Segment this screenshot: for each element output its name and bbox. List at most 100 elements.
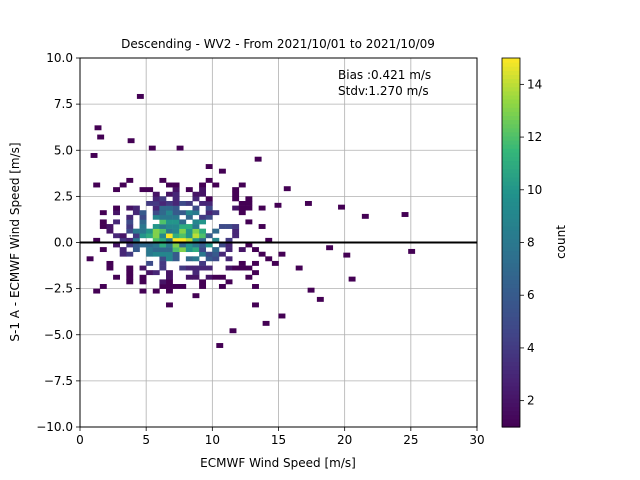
y-tick-label: −7.5	[44, 374, 73, 388]
heatmap-cell	[232, 191, 240, 197]
heatmap-cell	[139, 242, 147, 248]
heatmap-cell	[199, 187, 207, 193]
heatmap-cell	[278, 251, 286, 257]
heatmap-cell	[159, 265, 167, 271]
heatmap-cell	[172, 187, 180, 193]
heatmap-cell	[146, 228, 154, 234]
colorbar-gradient-segment	[502, 234, 520, 239]
colorbar-gradient-segment	[502, 123, 520, 129]
heatmap-cell	[254, 156, 262, 162]
colorbar-gradient-segment	[502, 238, 520, 244]
colorbar-tick-label: 12	[527, 130, 542, 144]
heatmap-cell	[252, 270, 259, 276]
heatmap-cell	[199, 200, 207, 206]
colorbar-gradient-segment	[502, 345, 520, 350]
heatmap-cell	[172, 284, 180, 289]
colorbar-gradient-segment	[502, 402, 520, 408]
heatmap-cell	[166, 224, 173, 229]
colorbar-gradient-segment	[502, 365, 520, 371]
colorbar-gradient-segment	[502, 324, 520, 330]
heatmap-cell	[199, 233, 207, 239]
colorbar-gradient-segment	[502, 107, 520, 112]
heatmap-cell	[205, 210, 213, 216]
heatmap-cell	[166, 270, 173, 276]
colorbar-tick-label: 10	[527, 183, 542, 197]
heatmap-cell	[179, 219, 187, 225]
heatmap-cell	[199, 237, 207, 243]
colorbar-gradient-segment	[502, 422, 520, 428]
heatmap-cell	[126, 177, 134, 183]
heatmap-cell	[119, 237, 127, 243]
heatmap-cell	[218, 168, 226, 174]
colorbar-gradient-segment	[502, 291, 520, 297]
colorbar-gradient-segment	[502, 70, 520, 75]
heatmap-cell	[212, 274, 220, 280]
heatmap-cell	[199, 284, 207, 289]
chart-title: Descending - WV2 - From 2021/10/01 to 20…	[121, 37, 435, 51]
heatmap-cell	[126, 279, 134, 285]
heatmap-cell	[126, 214, 134, 220]
heatmap-cell	[179, 233, 187, 239]
heatmap-cell	[166, 256, 173, 262]
heatmap-cell	[218, 224, 226, 229]
heatmap-cell	[232, 196, 240, 202]
colorbar-gradient-segment	[502, 320, 520, 326]
y-tick-label: 5.0	[54, 143, 73, 157]
colorbar-gradient-segment	[502, 250, 520, 256]
colorbar-tick-label: 4	[527, 341, 535, 355]
x-tick-label: 10	[205, 433, 220, 447]
heatmap-cell	[205, 265, 213, 271]
heatmap-cell	[139, 288, 147, 294]
heatmap-cell	[212, 182, 220, 188]
heatmap-cell	[326, 245, 334, 251]
colorbar-tick-label: 8	[527, 236, 535, 250]
colorbar-gradient-segment	[502, 267, 520, 272]
heatmap-cell	[199, 242, 207, 248]
heatmap-cell	[238, 247, 246, 253]
heatmap-cell	[225, 247, 233, 253]
heatmap-cell	[179, 224, 187, 229]
heatmap-cell	[119, 182, 127, 188]
heatmap-cell	[132, 237, 140, 243]
colorbar-gradient-segment	[502, 78, 520, 84]
heatmap-cell	[152, 191, 160, 197]
heatmap-cell	[99, 210, 107, 216]
heatmap-cell	[166, 200, 173, 206]
heatmap-cell	[152, 228, 160, 234]
heatmap-cell	[159, 214, 167, 220]
heatmap-cell	[205, 233, 213, 239]
heatmap-cell	[265, 237, 273, 243]
heatmap-cell	[139, 265, 147, 271]
heatmap-cell	[166, 191, 173, 197]
heatmap-cell	[99, 224, 107, 229]
heatmap-cell	[172, 251, 180, 257]
colorbar-gradient-segment	[502, 160, 520, 166]
y-tick-label: 2.5	[54, 189, 73, 203]
heatmap-cell	[185, 242, 193, 248]
heatmap-cell	[99, 284, 107, 289]
heatmap-cell	[205, 200, 213, 206]
colorbar-gradient-segment	[502, 144, 520, 149]
heatmap-cell	[179, 242, 187, 248]
heatmap-cell	[192, 228, 200, 234]
heatmap-cell	[132, 247, 140, 253]
heatmap-cell	[205, 214, 213, 220]
heatmap-cell	[212, 210, 220, 216]
heatmap-cell	[172, 247, 180, 253]
colorbar-gradient-segment	[502, 131, 520, 137]
heatmap-cell	[199, 265, 207, 271]
heatmap-cell	[159, 284, 167, 289]
heatmap-cell	[166, 210, 173, 216]
x-tick-label: 15	[271, 433, 286, 447]
plot-area: 0 5 10 15 20 25 30 10.0 7.5 5.0 2.5 0.0 −2.5 −5.0 −7.5…	[36, 51, 484, 447]
heatmap-cell	[304, 200, 312, 206]
heatmap-cell	[126, 205, 134, 211]
heatmap-cell	[179, 228, 187, 234]
heatmap-cell	[93, 237, 101, 243]
heatmap-cell	[229, 328, 237, 334]
heatmap-cell	[113, 242, 120, 248]
heatmap-cell	[106, 265, 114, 271]
heatmap-cell	[238, 265, 246, 271]
colorbar-gradient-segment	[502, 381, 520, 387]
colorbar: 2 4 6 8 10 12 14	[501, 57, 542, 428]
